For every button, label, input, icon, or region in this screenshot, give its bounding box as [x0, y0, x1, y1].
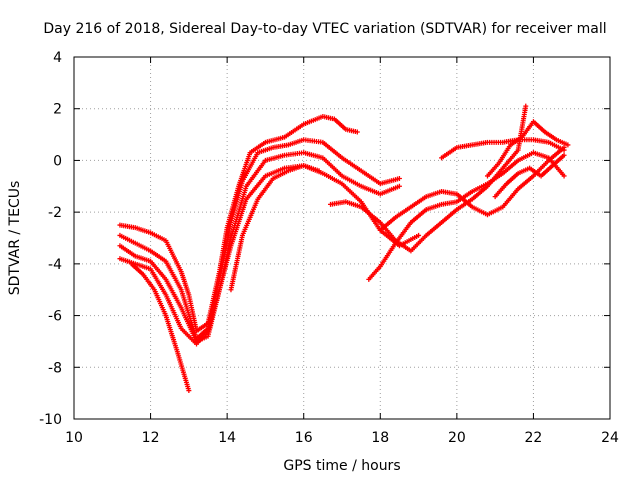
data-point — [316, 168, 322, 174]
data-point — [354, 129, 360, 135]
y-tick-labels: -10 -8 -6 -4 -2 0 2 4 — [39, 50, 62, 428]
data-point — [561, 173, 567, 179]
data-point — [561, 147, 567, 153]
y-tick-label: -10 — [39, 412, 62, 428]
series-track-6 — [228, 163, 322, 293]
data-point — [561, 152, 567, 158]
x-tick-label: 14 — [218, 430, 236, 446]
y-tick-label: -2 — [48, 205, 62, 221]
y-tick-label: 0 — [53, 153, 62, 169]
series-track-8 — [366, 150, 567, 282]
x-tick-label: 20 — [448, 430, 466, 446]
series-track-4 — [117, 163, 422, 347]
x-tick-label: 12 — [142, 430, 160, 446]
series-track-5 — [128, 261, 192, 394]
x-axis-label: GPS time / hours — [283, 458, 400, 474]
data-point — [396, 183, 402, 189]
data-point — [565, 142, 571, 148]
x-tick-label: 16 — [295, 430, 313, 446]
x-tick-label: 22 — [525, 430, 543, 446]
x-tick-label: 10 — [65, 430, 83, 446]
y-tick-label: 2 — [53, 102, 62, 118]
y-axis-label: SDTVAR / TECUs — [7, 181, 23, 296]
y-tick-label: 4 — [53, 50, 62, 66]
y-tick-label: -4 — [48, 257, 62, 273]
data-point — [186, 388, 192, 394]
series-track-3 — [117, 150, 402, 344]
data-points — [117, 103, 571, 394]
data-point — [416, 232, 422, 238]
x-tick-label: 18 — [371, 430, 389, 446]
series-track-9 — [377, 145, 567, 233]
data-point — [523, 103, 529, 109]
x-tick-labels: 10 12 14 16 18 20 22 24 — [65, 430, 619, 446]
series-track-12 — [492, 152, 567, 200]
y-tick-label: -6 — [48, 309, 62, 325]
axis-ticks — [73, 56, 611, 420]
data-point — [396, 176, 402, 182]
series-track-11 — [484, 119, 571, 179]
y-tick-label: -8 — [48, 360, 62, 376]
x-tick-label: 24 — [601, 430, 619, 446]
plot-frame — [73, 56, 611, 420]
chart-title: Day 216 of 2018, Sidereal Day-to-day VTE… — [43, 21, 606, 37]
grid-lines — [74, 57, 610, 419]
